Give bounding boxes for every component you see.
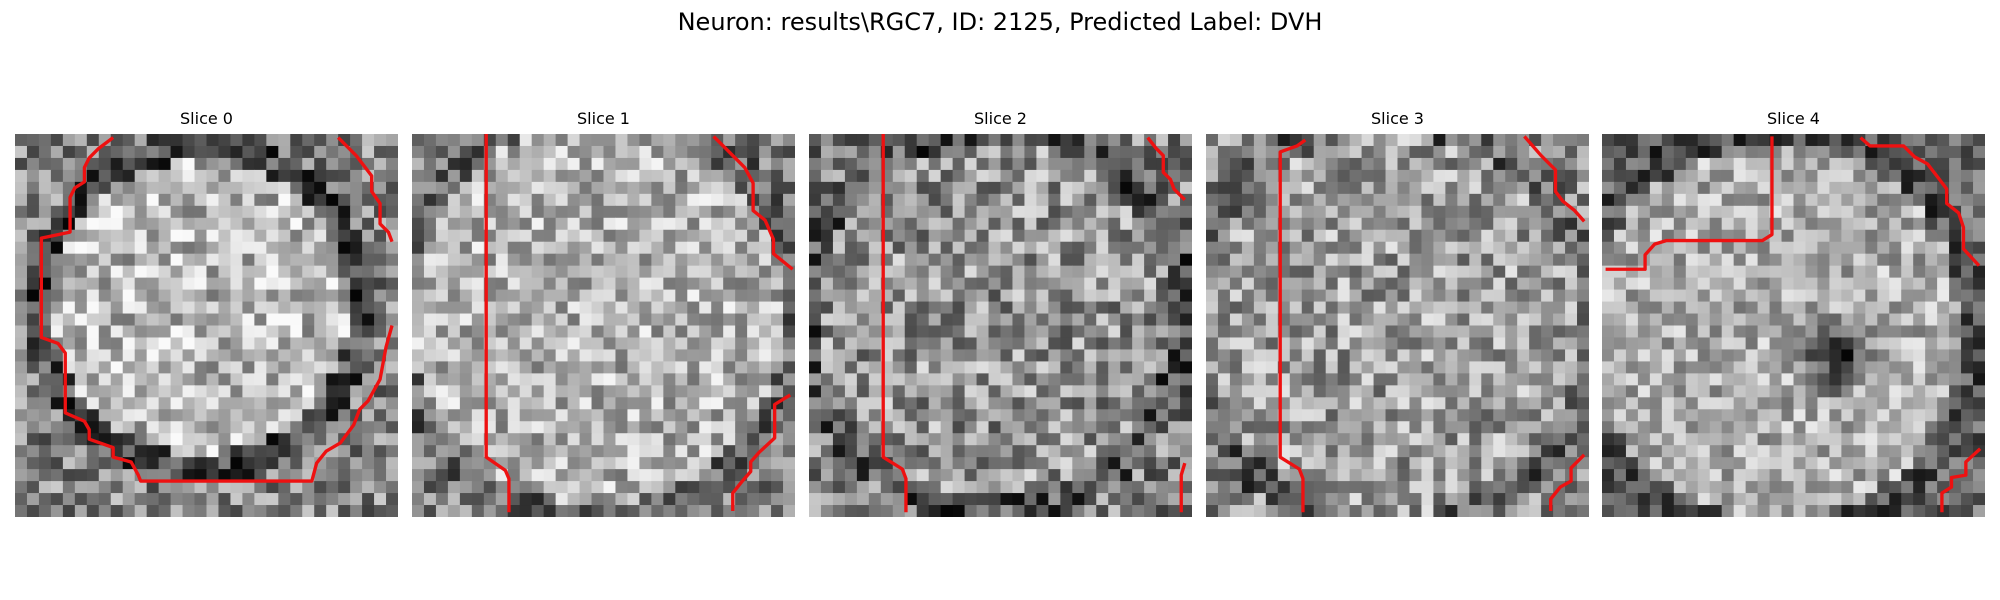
contour-line (1179, 462, 1187, 513)
grayscale-pixels (1602, 134, 1985, 517)
grayscale-pixels (15, 134, 398, 517)
contour-line (1146, 136, 1187, 202)
contour-line (712, 135, 794, 271)
slice-title: Slice 0 (180, 109, 233, 128)
contour-line (1605, 136, 1774, 271)
slice-image (1206, 134, 1589, 517)
slice-panel-0: Slice 0 (15, 109, 398, 517)
contour-line (1859, 136, 1981, 267)
slice-panel-1: Slice 1 (412, 109, 795, 517)
contour-line (1278, 138, 1307, 513)
figure-title: Neuron: results\RGC7, ID: 2125, Predicte… (677, 8, 1323, 36)
contour-line (39, 136, 394, 483)
slice-title: Slice 4 (1767, 109, 1820, 128)
slice-panel-4: Slice 4 (1602, 109, 1985, 517)
slice-panel-2: Slice 2 (809, 109, 1192, 517)
slice-title: Slice 1 (577, 109, 630, 128)
grayscale-pixels (412, 134, 795, 517)
contour-line (484, 134, 511, 513)
contour-line (1523, 135, 1586, 223)
slice-image (1602, 134, 1985, 517)
contour-line (881, 134, 908, 513)
slice-image (412, 134, 795, 517)
contour-line (1549, 453, 1586, 512)
slice-title: Slice 2 (974, 109, 1027, 128)
slice-image (15, 134, 398, 517)
grayscale-pixels (1206, 134, 1589, 517)
contour-line (731, 393, 792, 512)
slice-title: Slice 3 (1371, 109, 1424, 128)
slice-panel-3: Slice 3 (1206, 109, 1589, 517)
contour-line (1940, 447, 1982, 513)
grayscale-pixels (809, 134, 1192, 517)
contour-line (336, 136, 394, 243)
slice-image (809, 134, 1192, 517)
